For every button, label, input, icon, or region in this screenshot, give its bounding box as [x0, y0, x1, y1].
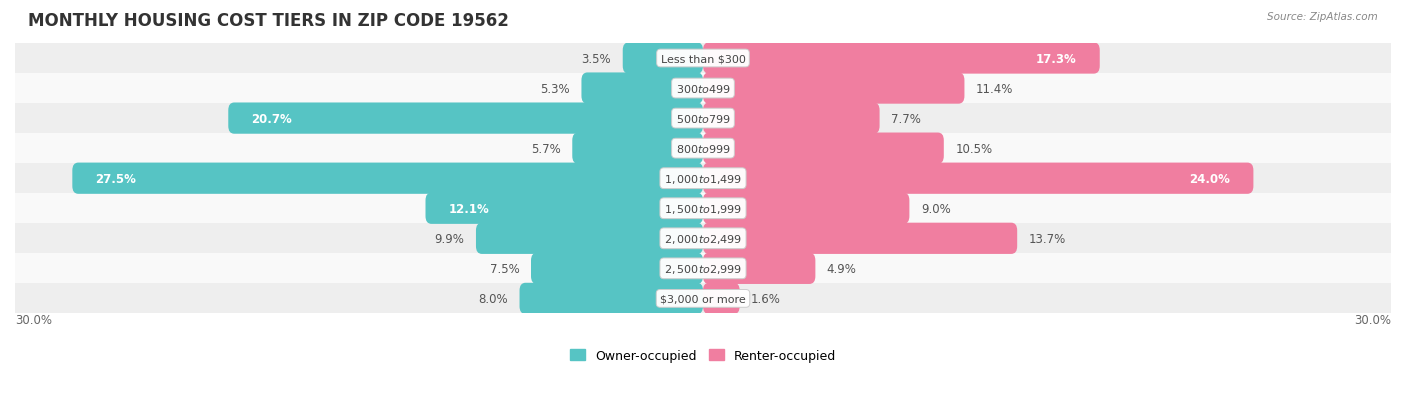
Text: 9.9%: 9.9% [434, 232, 464, 245]
Text: 7.5%: 7.5% [489, 262, 520, 275]
Text: 5.3%: 5.3% [540, 82, 569, 95]
FancyBboxPatch shape [72, 163, 703, 195]
Text: $1,000 to $1,499: $1,000 to $1,499 [664, 172, 742, 185]
Legend: Owner-occupied, Renter-occupied: Owner-occupied, Renter-occupied [565, 344, 841, 367]
Text: 1.6%: 1.6% [751, 292, 782, 305]
Text: 17.3%: 17.3% [1036, 52, 1077, 65]
FancyBboxPatch shape [703, 163, 1253, 195]
Text: Source: ZipAtlas.com: Source: ZipAtlas.com [1267, 12, 1378, 22]
Text: 10.5%: 10.5% [955, 142, 993, 155]
FancyBboxPatch shape [703, 253, 815, 284]
Text: $2,000 to $2,499: $2,000 to $2,499 [664, 232, 742, 245]
Text: 4.9%: 4.9% [827, 262, 856, 275]
Bar [15, 254, 1391, 284]
FancyBboxPatch shape [531, 253, 703, 284]
Bar [15, 224, 1391, 254]
Bar [15, 284, 1391, 313]
FancyBboxPatch shape [623, 43, 703, 74]
Text: $3,000 or more: $3,000 or more [661, 294, 745, 304]
Bar [15, 104, 1391, 134]
FancyBboxPatch shape [228, 103, 703, 134]
Text: 9.0%: 9.0% [921, 202, 950, 215]
Text: 8.0%: 8.0% [478, 292, 508, 305]
FancyBboxPatch shape [703, 73, 965, 104]
Text: 11.4%: 11.4% [976, 82, 1014, 95]
Text: $800 to $999: $800 to $999 [675, 143, 731, 155]
FancyBboxPatch shape [703, 193, 910, 224]
Bar [15, 44, 1391, 74]
Text: $1,500 to $1,999: $1,500 to $1,999 [664, 202, 742, 215]
FancyBboxPatch shape [520, 283, 703, 314]
FancyBboxPatch shape [426, 193, 703, 224]
Text: 13.7%: 13.7% [1029, 232, 1066, 245]
Text: 30.0%: 30.0% [15, 313, 52, 327]
Bar [15, 164, 1391, 194]
FancyBboxPatch shape [703, 133, 943, 164]
FancyBboxPatch shape [703, 223, 1017, 254]
FancyBboxPatch shape [572, 133, 703, 164]
Text: 7.7%: 7.7% [891, 112, 921, 125]
Text: $500 to $799: $500 to $799 [675, 113, 731, 125]
FancyBboxPatch shape [582, 73, 703, 104]
Bar [15, 194, 1391, 224]
Text: 5.7%: 5.7% [531, 142, 561, 155]
FancyBboxPatch shape [703, 103, 880, 134]
Text: Less than $300: Less than $300 [661, 54, 745, 64]
FancyBboxPatch shape [703, 283, 740, 314]
Bar [15, 74, 1391, 104]
Text: $2,500 to $2,999: $2,500 to $2,999 [664, 262, 742, 275]
Text: 24.0%: 24.0% [1189, 172, 1230, 185]
Text: 12.1%: 12.1% [449, 202, 489, 215]
Text: 27.5%: 27.5% [96, 172, 136, 185]
Text: $300 to $499: $300 to $499 [675, 83, 731, 95]
Text: 3.5%: 3.5% [582, 52, 612, 65]
Text: 20.7%: 20.7% [252, 112, 292, 125]
FancyBboxPatch shape [703, 43, 1099, 74]
Text: MONTHLY HOUSING COST TIERS IN ZIP CODE 19562: MONTHLY HOUSING COST TIERS IN ZIP CODE 1… [28, 12, 509, 30]
Bar [15, 134, 1391, 164]
Text: 30.0%: 30.0% [1354, 313, 1391, 327]
FancyBboxPatch shape [477, 223, 703, 254]
